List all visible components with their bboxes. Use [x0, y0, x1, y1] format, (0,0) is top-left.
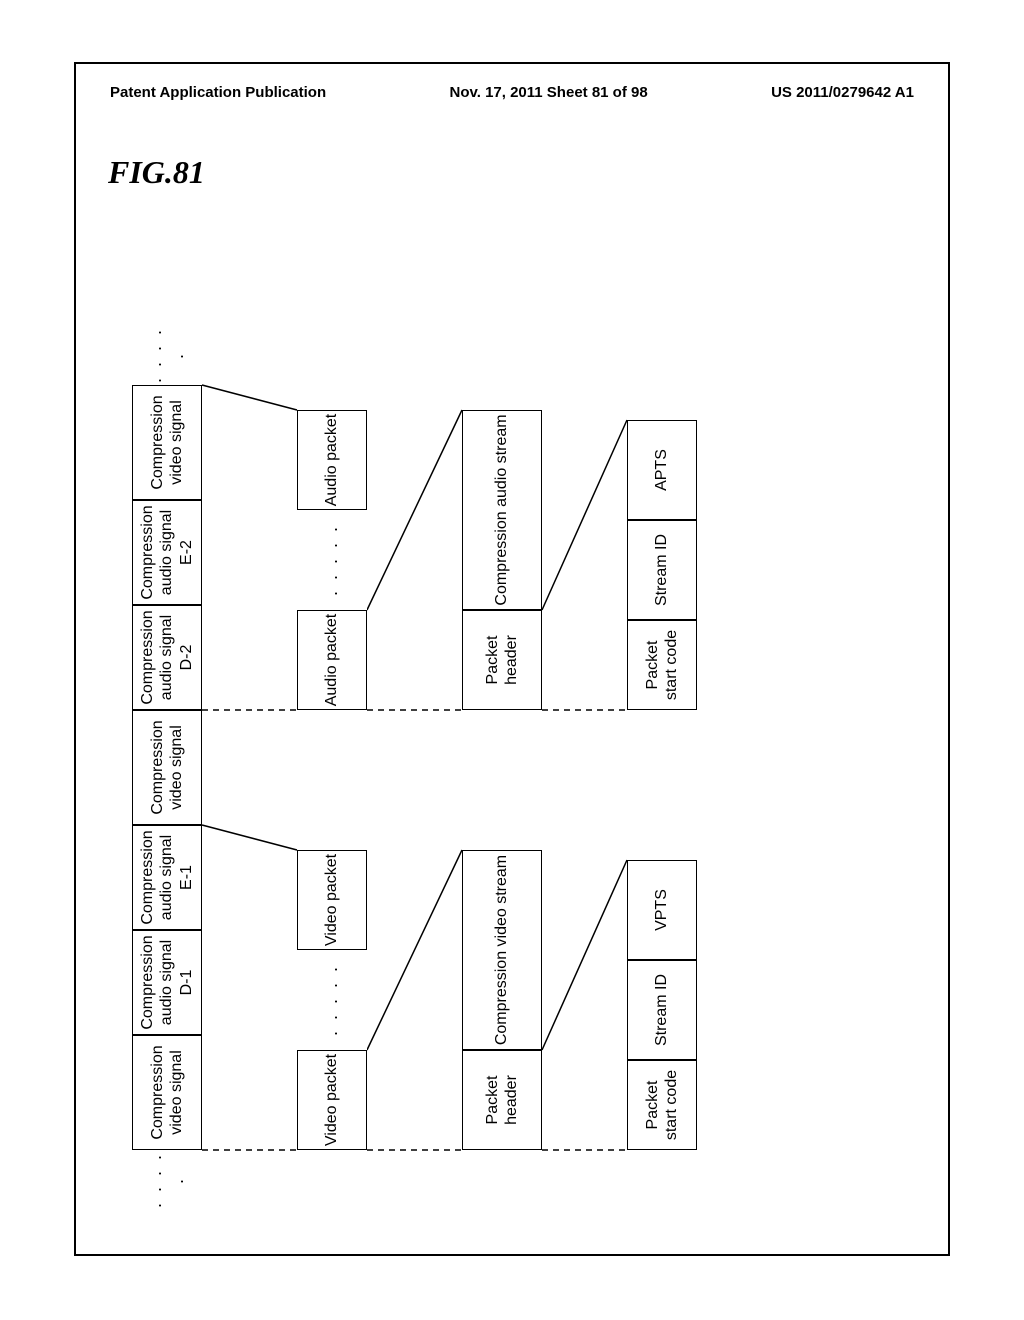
cell: Compression audio signal D-2 — [132, 605, 202, 710]
cell: Compression video signal — [132, 385, 202, 500]
cell: Compression audio stream — [462, 410, 542, 610]
cell: Stream ID — [627, 960, 697, 1060]
row: Packet headerCompression audio stream — [462, 410, 542, 710]
cell: Packet start code — [627, 1060, 697, 1150]
cell: Compression audio signal E-2 — [132, 500, 202, 605]
cell: APTS — [627, 420, 697, 520]
cell: . . . . . — [132, 1150, 202, 1210]
cell: Compression video signal — [132, 1035, 202, 1150]
cell: Packet start code — [627, 620, 697, 710]
row: Packet start codeStream IDVPTS — [627, 860, 697, 1150]
cell: Compression audio signal E-1 — [132, 825, 202, 930]
cell: Packet header — [462, 610, 542, 710]
row: Packet headerCompression video stream — [462, 850, 542, 1150]
cell: VPTS — [627, 860, 697, 960]
packet-diagram: . . . . .Compression video signalCompres… — [132, 190, 892, 1210]
stream-row: . . . . .Compression video signalCompres… — [132, 325, 202, 1210]
cell: Compression audio signal D-1 — [132, 930, 202, 1035]
cell: . . . . . — [132, 325, 202, 385]
cell: Packet header — [462, 1050, 542, 1150]
figure-label: FIG.81 — [108, 154, 205, 191]
cell: Stream ID — [627, 520, 697, 620]
row: Packet start codeStream IDAPTS — [627, 420, 697, 710]
cell: Compression video stream — [462, 850, 542, 1050]
cell: Video packet — [297, 1050, 367, 1150]
cell: Video packet — [297, 850, 367, 950]
cell: . . . . . — [297, 950, 367, 1050]
row: Video packet. . . . .Video packet — [297, 850, 367, 1150]
row: Audio packet. . . . .Audio packet — [297, 410, 367, 710]
cell: Audio packet — [297, 410, 367, 510]
cell: Audio packet — [297, 610, 367, 710]
cell: Compression video signal — [132, 710, 202, 825]
cell: . . . . . — [297, 510, 367, 610]
